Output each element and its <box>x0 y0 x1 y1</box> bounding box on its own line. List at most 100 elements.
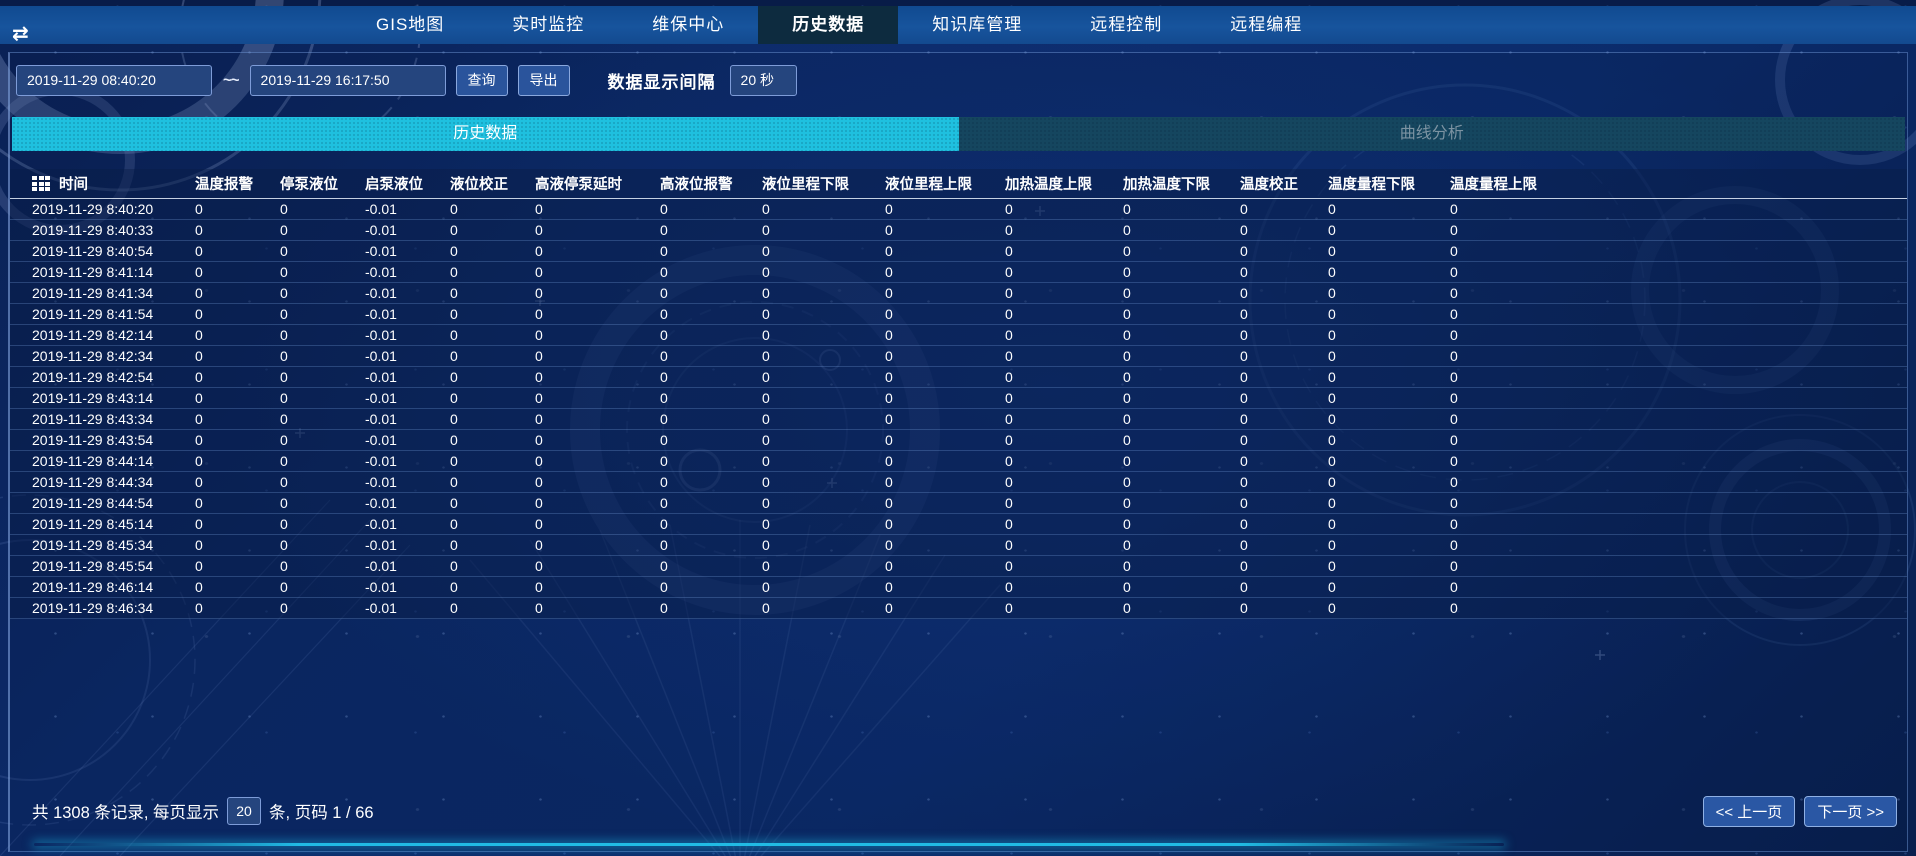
cell-value: 0 <box>660 327 668 343</box>
cell-value: 0 <box>195 369 203 385</box>
cell-value: 0 <box>280 222 288 238</box>
cell-value: 0 <box>280 432 288 448</box>
table-row: 2019-11-29 8:43:14 0 0 -0.01 0 0 0 0 0 0 0 0 0 0 <box>10 388 1907 409</box>
table-row: 2019-11-29 8:43:34 0 0 -0.01 0 0 0 0 0 0 0 0 0 0 <box>10 409 1907 430</box>
subtab-2[interactable]: 曲线分析 <box>958 117 1905 151</box>
cell-value: 0 <box>1240 390 1248 406</box>
start-time-input[interactable] <box>16 64 212 96</box>
query-button[interactable]: 查询 <box>455 64 508 96</box>
cell-time: 2019-11-29 8:44:14 <box>32 453 154 469</box>
next-page-button[interactable]: 下一页 >> <box>1804 795 1897 827</box>
cell-value: -0.01 <box>365 516 397 532</box>
cell-value: 0 <box>1005 369 1013 385</box>
cell-value: 0 <box>1005 495 1013 511</box>
subtab-1[interactable]: 历史数据 <box>12 117 959 151</box>
table-row: 2019-11-29 8:46:34 0 0 -0.01 0 0 0 0 0 0 0 0 0 0 <box>10 598 1907 619</box>
nav-tab-4[interactable]: 历史数据 <box>758 6 899 44</box>
cell-value: 0 <box>1450 516 1458 532</box>
cell-value: -0.01 <box>365 306 397 322</box>
cell-value: -0.01 <box>365 243 397 259</box>
cell-value: 0 <box>660 348 668 364</box>
cell-value: 0 <box>1328 432 1336 448</box>
cell-value: 0 <box>1005 537 1013 553</box>
column-header: 温度量程下限 <box>1328 177 1415 193</box>
cell-value: 0 <box>1450 390 1458 406</box>
cell-value: 0 <box>1005 453 1013 469</box>
cell-value: 0 <box>535 327 543 343</box>
cell-time: 2019-11-29 8:41:14 <box>32 264 154 280</box>
cell-value: 0 <box>535 348 543 364</box>
cell-value: 0 <box>450 306 458 322</box>
cell-value: 0 <box>195 558 203 574</box>
cell-value: 0 <box>660 222 668 238</box>
cell-value: 0 <box>1005 306 1013 322</box>
cell-value: 0 <box>450 411 458 427</box>
nav-tab-6[interactable]: 远程控制 <box>1090 15 1163 34</box>
cell-value: 0 <box>1005 348 1013 364</box>
cell-value: 0 <box>280 264 288 280</box>
end-time-input[interactable] <box>249 64 446 96</box>
cell-value: -0.01 <box>365 369 397 385</box>
cell-value: 0 <box>535 243 543 259</box>
cell-value: 0 <box>1123 306 1131 322</box>
column-header: 高液停泵延时 <box>535 177 622 193</box>
history-table: 时间 温度报警 停泵液位 启泵液位 液位校正 高液停泵延时 高液位报警 液位里程下限 液位里程上… <box>10 169 1907 619</box>
cell-value: 0 <box>1123 243 1131 259</box>
column-header: 加热温度上限 <box>1005 177 1092 193</box>
cell-value: 0 <box>660 558 668 574</box>
cell-value: 0 <box>1328 453 1336 469</box>
nav-tab-1[interactable]: GIS地图 <box>376 15 445 34</box>
cell-value: 0 <box>195 432 203 448</box>
cell-value: 0 <box>1328 474 1336 490</box>
cell-value: -0.01 <box>365 558 397 574</box>
cell-value: 0 <box>1005 285 1013 301</box>
table-row: 2019-11-29 8:45:34 0 0 -0.01 0 0 0 0 0 0 0 0 0 0 <box>10 535 1907 556</box>
export-button[interactable]: 导出 <box>517 64 570 96</box>
cell-value: 0 <box>450 600 458 616</box>
cell-value: 0 <box>1005 600 1013 616</box>
table-row: 2019-11-29 8:45:54 0 0 -0.01 0 0 0 0 0 0 0 0 0 0 <box>10 556 1907 577</box>
cell-value: 0 <box>450 222 458 238</box>
cell-value: -0.01 <box>365 600 397 616</box>
column-header: 启泵液位 <box>365 177 423 193</box>
cell-value: 0 <box>1005 411 1013 427</box>
cell-value: 0 <box>885 537 893 553</box>
interval-select[interactable]: 20 秒 <box>729 64 797 96</box>
cell-value: 0 <box>885 558 893 574</box>
swap-arrows-icon[interactable]: ⇄ <box>12 23 29 45</box>
nav-tab-2[interactable]: 实时监控 <box>512 15 585 34</box>
main-nav: GIS地图 实时监控 维保中心 历史数据 知识库管理 远程控制 远程编程 <box>0 6 1916 44</box>
cell-value: -0.01 <box>365 348 397 364</box>
cell-value: 0 <box>762 390 770 406</box>
pagination-footer: 共 1308 条记录, 每页显示 条, 页码 1 / 66 << 上一页 下一页… <box>10 785 1907 837</box>
cell-value: 0 <box>1240 600 1248 616</box>
grid-icon[interactable] <box>32 176 50 191</box>
cell-value: 0 <box>1328 390 1336 406</box>
cell-value: 0 <box>535 453 543 469</box>
query-toolbar: ~~ 查询 导出 数据显示间隔 20 秒 <box>10 53 1907 105</box>
table-row: 2019-11-29 8:42:14 0 0 -0.01 0 0 0 0 0 0 0 0 0 0 <box>10 325 1907 346</box>
cell-value: 0 <box>885 495 893 511</box>
cell-value: 0 <box>762 369 770 385</box>
cell-value: 0 <box>1328 558 1336 574</box>
cell-value: 0 <box>280 327 288 343</box>
cell-value: 0 <box>280 306 288 322</box>
nav-tab-3[interactable]: 维保中心 <box>652 15 725 34</box>
cell-value: 0 <box>1450 348 1458 364</box>
cell-value: 0 <box>1123 222 1131 238</box>
cell-value: 0 <box>195 348 203 364</box>
cell-value: -0.01 <box>365 537 397 553</box>
records-summary-before: 共 1308 条记录, 每页显示 <box>32 804 220 822</box>
column-header: 停泵液位 <box>280 177 338 193</box>
cell-value: 0 <box>1123 432 1131 448</box>
cell-value: 0 <box>1240 558 1248 574</box>
nav-tab-5[interactable]: 知识库管理 <box>932 15 1023 34</box>
column-header: 时间 <box>32 173 195 194</box>
nav-tab-7[interactable]: 远程编程 <box>1230 15 1303 34</box>
prev-page-button[interactable]: << 上一页 <box>1702 795 1796 827</box>
cell-value: -0.01 <box>365 495 397 511</box>
cell-value: 0 <box>280 390 288 406</box>
cell-value: 0 <box>1005 222 1013 238</box>
page-size-input[interactable] <box>227 797 262 825</box>
